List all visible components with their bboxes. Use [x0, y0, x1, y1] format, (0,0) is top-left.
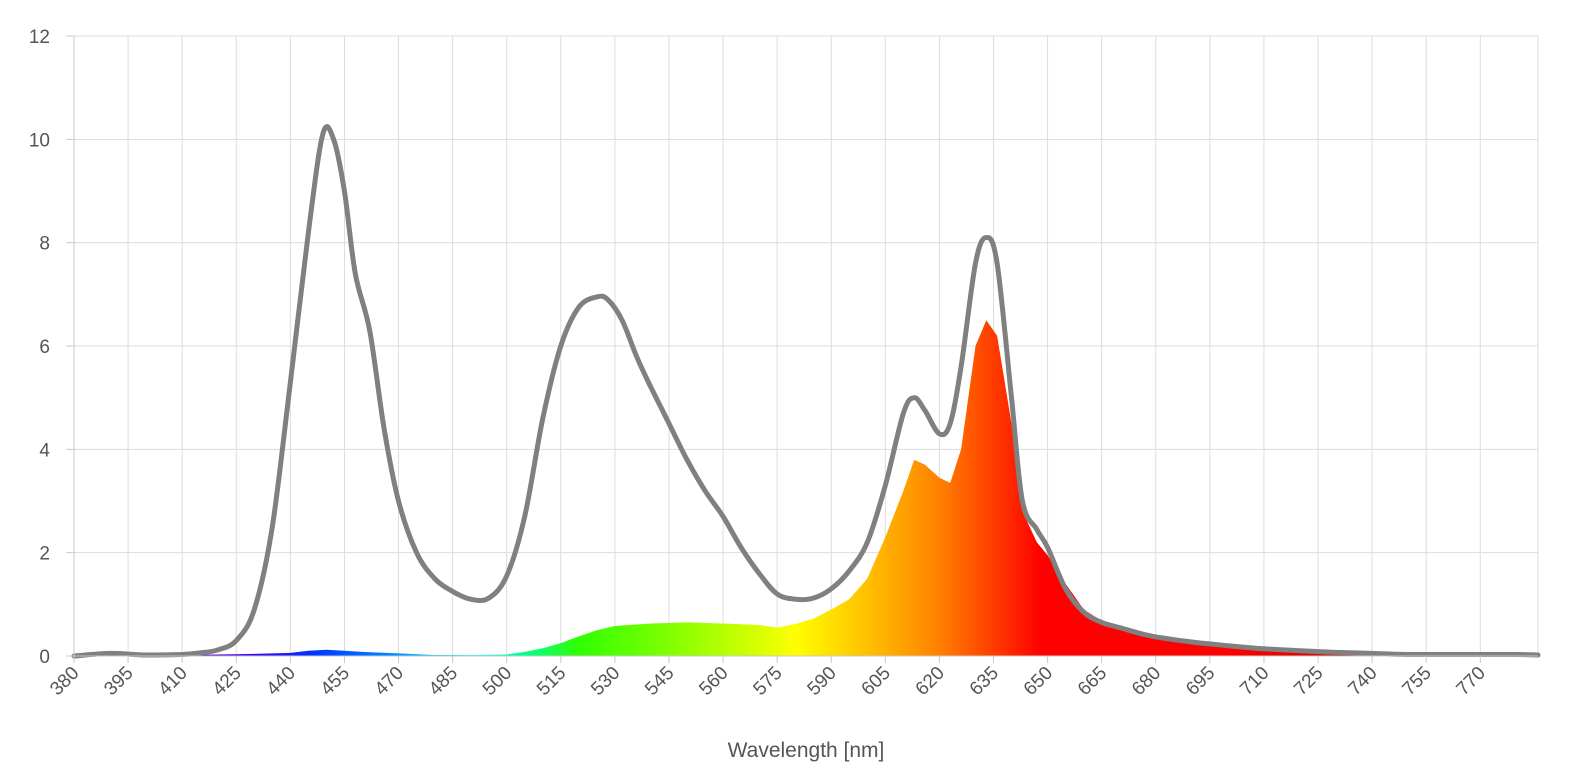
x-tick-label: 545: [641, 663, 678, 700]
y-tick-label: 6: [39, 337, 50, 358]
x-tick-label: 380: [46, 663, 83, 700]
x-tick-label: 650: [1020, 663, 1057, 700]
y-tick-label: 0: [39, 647, 50, 668]
x-tick-label: 500: [479, 663, 516, 700]
x-tick-label: 560: [695, 663, 732, 700]
x-tick-label: 395: [100, 663, 137, 700]
x-tick-label: 605: [858, 663, 895, 700]
x-tick-label: 710: [1236, 663, 1273, 700]
x-tick-label: 590: [804, 663, 841, 700]
y-tick-label: 12: [29, 27, 50, 48]
y-tick-label: 2: [39, 544, 50, 565]
y-tick-label: 8: [39, 234, 50, 255]
x-tick-label: 425: [209, 663, 246, 700]
x-tick-label: 530: [587, 663, 624, 700]
y-tick-label: 4: [39, 440, 50, 461]
x-tick-label: 470: [371, 663, 408, 700]
measured-curve-layer: [71, 124, 1541, 659]
x-tick-label: 440: [263, 663, 300, 700]
x-tick-label: 755: [1398, 663, 1435, 700]
y-tick-label: 10: [29, 130, 50, 151]
x-tick-label: 665: [1074, 663, 1111, 700]
x-tick-label: 575: [749, 663, 786, 700]
x-axis-title: Wavelength [nm]: [728, 739, 885, 762]
x-tick-label: 740: [1344, 663, 1381, 700]
x-tick-label: 515: [533, 663, 570, 700]
x-tick-label: 680: [1128, 663, 1165, 700]
x-tick-label: 620: [912, 663, 949, 700]
x-tick-label: 455: [317, 663, 354, 700]
measured-spectrum-line: [71, 124, 1541, 659]
x-tick-label: 485: [425, 663, 462, 700]
x-tick-label: 695: [1182, 663, 1219, 700]
x-tick-label: 635: [966, 663, 1003, 700]
x-tick-label: 725: [1290, 663, 1327, 700]
x-tick-label: 770: [1453, 663, 1490, 700]
x-tick-label: 410: [154, 663, 191, 700]
